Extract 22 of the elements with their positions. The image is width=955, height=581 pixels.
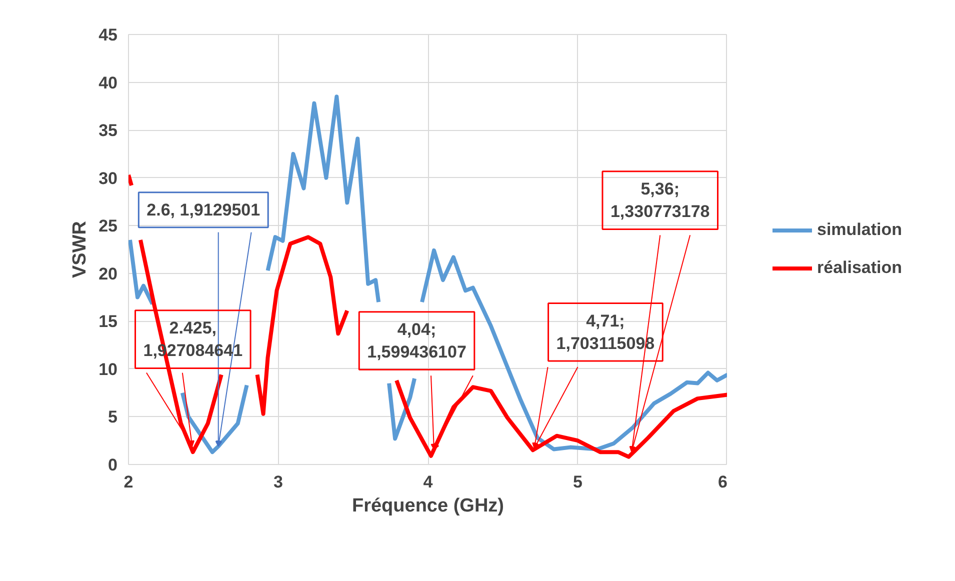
y-axis-title: VSWR [70,220,91,278]
annotation: 4,04; 1,599436107 [367,320,466,362]
y-tick-label: 40 [98,73,118,92]
annotation: 5,36; 1,330773178 [610,179,710,222]
x-tick-label: 3 [274,472,283,492]
y-tick-label: 20 [98,264,118,284]
y-tick-label: 35 [98,121,118,140]
x-tick-label: 5 [573,472,582,492]
legend-label: réalisation [817,258,902,278]
y-tick-label: 30 [98,168,118,188]
y-tick-label: 45 [98,26,118,44]
y-tick-label: 5 [108,408,118,427]
y-tick-label: 15 [98,312,118,332]
y-tick-label: 10 [98,360,118,379]
y-tick-label: 0 [108,456,118,474]
x-axis-title: Fréquence (GHz) [352,496,504,516]
x-tick-label: 2 [124,472,134,492]
y-tick-label: 25 [98,216,118,236]
annotation: 2.6, 1,9129501 [146,200,260,220]
legend-label: simulation [817,220,902,240]
x-tick-label: 4 [423,472,434,492]
x-tick-label: 6 [718,472,728,492]
